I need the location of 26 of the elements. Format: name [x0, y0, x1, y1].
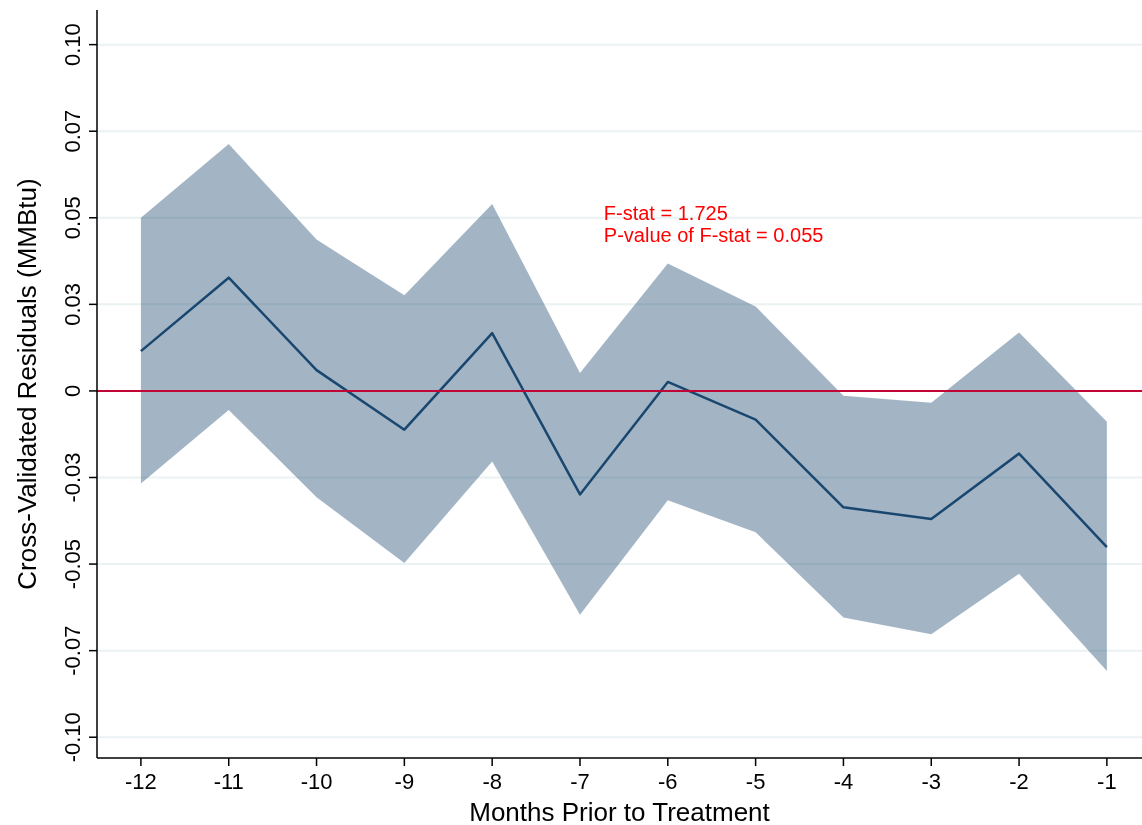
y-tick-label: -0.10 — [60, 712, 85, 763]
x-tick-label: -5 — [745, 769, 766, 794]
line-series — [139, 276, 1109, 549]
annotation: P-value of F-stat = 0.055 — [603, 224, 824, 246]
x-tick-label: -8 — [482, 769, 502, 794]
y-tick-label: -0.03 — [60, 452, 85, 503]
y-tick-label: 0.10 — [60, 23, 85, 67]
x-tick-label: -1 — [1097, 769, 1117, 794]
y-tick-label: -0.07 — [60, 625, 85, 676]
x-tick-label: -9 — [394, 769, 415, 794]
y-axis-title: Cross-Validated Residuals (MMBtu) — [12, 178, 42, 590]
x-tick-label: -4 — [833, 769, 854, 794]
y-tick-label: 0 — [60, 384, 85, 398]
y-tick-label: 0.07 — [60, 109, 85, 153]
x-tick-label: -7 — [570, 769, 590, 794]
y-tick-label: 0.03 — [60, 282, 85, 326]
x-tick-label: -2 — [1009, 769, 1029, 794]
annotation: F-stat = 1.725 — [603, 202, 728, 224]
x-axis-title: Months Prior to Treatment — [469, 797, 771, 825]
x-tick-label: -10 — [300, 769, 333, 794]
x-tick-label: -11 — [213, 769, 244, 794]
y-tick-label: -0.05 — [60, 539, 85, 590]
y-tick-label: 0.05 — [60, 196, 85, 240]
x-tick-label: -3 — [921, 769, 942, 794]
x-tick-label: -12 — [125, 769, 157, 794]
x-tick-label: -6 — [658, 769, 678, 794]
